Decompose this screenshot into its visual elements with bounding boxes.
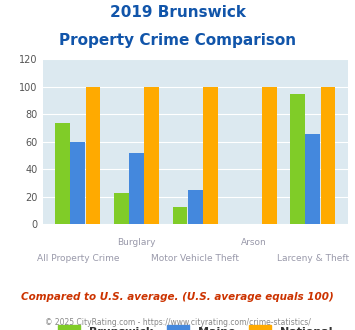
Bar <box>188 190 203 224</box>
Bar <box>173 207 187 224</box>
Legend: Brunswick, Maine, National: Brunswick, Maine, National <box>54 321 337 330</box>
Bar <box>262 87 277 224</box>
Text: Arson: Arson <box>241 238 267 247</box>
Text: All Property Crime: All Property Crime <box>37 254 119 263</box>
Bar <box>114 193 129 224</box>
Bar <box>203 87 218 224</box>
Bar <box>290 94 305 224</box>
Text: Motor Vehicle Theft: Motor Vehicle Theft <box>151 254 239 263</box>
Text: Property Crime Comparison: Property Crime Comparison <box>59 33 296 48</box>
Text: Burglary: Burglary <box>117 238 156 247</box>
Bar <box>129 153 144 224</box>
Bar <box>55 123 70 224</box>
Text: Compared to U.S. average. (U.S. average equals 100): Compared to U.S. average. (U.S. average … <box>21 292 334 302</box>
Text: Larceny & Theft: Larceny & Theft <box>277 254 349 263</box>
Text: 2019 Brunswick: 2019 Brunswick <box>109 5 246 20</box>
Bar <box>305 134 320 224</box>
Bar <box>144 87 159 224</box>
Bar <box>321 87 335 224</box>
Bar <box>71 142 85 224</box>
Text: © 2025 CityRating.com - https://www.cityrating.com/crime-statistics/: © 2025 CityRating.com - https://www.city… <box>45 318 310 327</box>
Bar <box>86 87 100 224</box>
